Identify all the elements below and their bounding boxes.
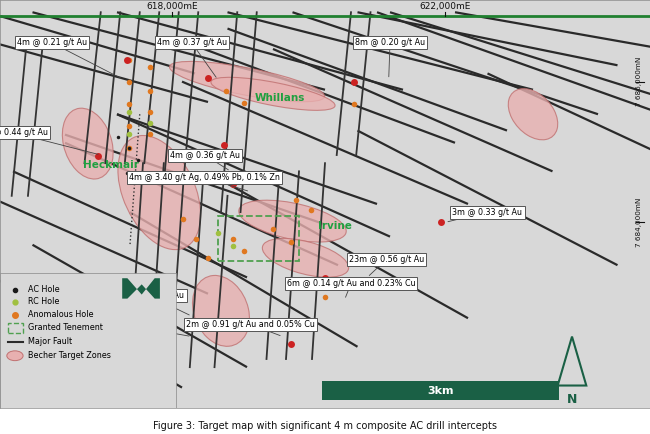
- Text: 6m @ 0.14 g/t Au and 0.23% Cu: 6m @ 0.14 g/t Au and 0.23% Cu: [287, 279, 415, 288]
- Text: 4m @ 0.37 g/t Au: 4m @ 0.37 g/t Au: [157, 38, 227, 47]
- Ellipse shape: [118, 135, 201, 250]
- Ellipse shape: [263, 238, 348, 277]
- FancyBboxPatch shape: [0, 273, 176, 408]
- Text: 8m @ 0.20 g/t Au: 8m @ 0.20 g/t Au: [355, 38, 425, 47]
- Text: 4m @ 3.40 g/t Ag, 0.49% Pb, 0.1% Zn: 4m @ 3.40 g/t Ag, 0.49% Pb, 0.1% Zn: [129, 173, 280, 182]
- Text: N: N: [567, 393, 577, 406]
- Text: Becher Target Zones: Becher Target Zones: [28, 351, 110, 360]
- Ellipse shape: [6, 351, 23, 361]
- Text: Whillans: Whillans: [254, 93, 305, 103]
- Ellipse shape: [211, 77, 335, 110]
- Text: Anomalous Hole: Anomalous Hole: [28, 310, 94, 319]
- Polygon shape: [122, 278, 160, 299]
- Ellipse shape: [508, 89, 558, 140]
- Ellipse shape: [170, 61, 324, 102]
- Text: Granted Tenement: Granted Tenement: [28, 323, 103, 332]
- Text: Heckmair: Heckmair: [83, 160, 138, 170]
- Text: 4m @ 0.21 g/t Au: 4m @ 0.21 g/t Au: [17, 38, 87, 47]
- Ellipse shape: [62, 108, 113, 179]
- Text: 23m @ 0.56 g/t Au: 23m @ 0.56 g/t Au: [349, 255, 424, 263]
- Bar: [322, 381, 559, 400]
- Text: 7 686,000mN: 7 686,000mN: [636, 57, 642, 106]
- Text: 3m @ 0.44 g/t Au: 3m @ 0.44 g/t Au: [0, 128, 48, 137]
- Text: 4m @ 0.36 g/t Au: 4m @ 0.36 g/t Au: [170, 151, 240, 160]
- Text: RC Hole: RC Hole: [28, 297, 59, 306]
- Text: Figure 3: Target map with significant 4 m composite AC drill intercepts: Figure 3: Target map with significant 4 …: [153, 421, 497, 431]
- Bar: [8, 323, 23, 333]
- Text: 7 684,000mN: 7 684,000mN: [636, 197, 642, 247]
- Text: 4m @ 0.40 g/t Au: 4m @ 0.40 g/t Au: [114, 291, 185, 300]
- Text: 618,000mE: 618,000mE: [146, 3, 198, 11]
- Text: 2m @ 0.91 g/t Au and 0.05% Cu: 2m @ 0.91 g/t Au and 0.05% Cu: [186, 320, 315, 329]
- Text: Major Fault: Major Fault: [28, 337, 72, 346]
- Text: 622,000mE: 622,000mE: [419, 3, 471, 11]
- Text: Irvine: Irvine: [318, 221, 352, 231]
- Text: 8m @ 2.15 g/t Au: 8m @ 2.15 g/t Au: [88, 320, 159, 329]
- Text: 3m @ 0.33 g/t Au: 3m @ 0.33 g/t Au: [452, 207, 523, 217]
- Text: AC Hole: AC Hole: [28, 285, 60, 294]
- Bar: [218, 216, 299, 261]
- Ellipse shape: [192, 276, 250, 346]
- Text: 3km: 3km: [427, 386, 454, 396]
- Ellipse shape: [239, 200, 346, 242]
